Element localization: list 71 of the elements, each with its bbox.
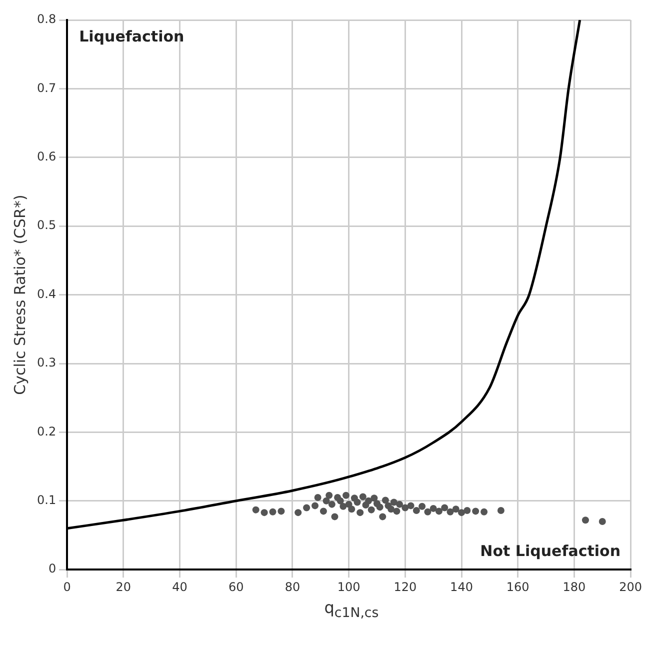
y-tick-label: 0.4 <box>36 286 56 301</box>
x-tick-label: 160 <box>506 580 530 594</box>
y-tick-label: 0.7 <box>36 80 56 95</box>
point <box>382 496 389 504</box>
point <box>370 494 378 502</box>
x-tick-label: 200 <box>619 580 642 594</box>
point <box>348 506 356 513</box>
point <box>379 513 386 520</box>
point <box>407 502 414 510</box>
point <box>464 507 471 514</box>
point <box>452 506 460 513</box>
point <box>252 506 260 514</box>
x-axis-title: q$_{c1N,cs}$ <box>323 598 380 622</box>
point <box>458 509 466 516</box>
point <box>269 508 276 516</box>
x-tick-label: 180 <box>562 580 586 594</box>
point <box>598 518 606 526</box>
point <box>582 516 589 524</box>
y-tick-label: 0.1 <box>36 493 56 508</box>
x-tick-label: 40 <box>172 580 188 594</box>
point <box>446 508 454 516</box>
point <box>388 506 395 513</box>
point <box>336 497 344 504</box>
point <box>497 507 504 514</box>
point <box>368 506 375 514</box>
x-tick-label: 100 <box>337 580 360 594</box>
y-tick-label: 0 <box>48 562 56 576</box>
point <box>260 509 268 516</box>
point <box>354 498 361 506</box>
point <box>365 497 372 504</box>
annotation: Not Liquefaction <box>480 542 621 560</box>
point <box>396 500 404 508</box>
y-tick-label: 0.2 <box>36 424 56 438</box>
x-tick-label: 140 <box>450 580 473 594</box>
point <box>328 500 336 508</box>
point <box>412 507 420 514</box>
y-tick-label: 0.6 <box>36 150 56 164</box>
point <box>312 502 319 510</box>
y-tick-label: 0.5 <box>36 218 56 232</box>
annotation: Liquefaction <box>79 27 184 46</box>
point <box>326 492 333 499</box>
point <box>441 504 448 512</box>
x-tick-label: 20 <box>116 580 132 594</box>
point <box>359 493 366 500</box>
x-tick-label: 0 <box>63 580 71 594</box>
point <box>472 508 480 515</box>
point <box>418 502 426 510</box>
point <box>294 509 302 516</box>
point <box>303 504 310 512</box>
y-axis-title: Cyclic Stress Ratio* (CSR*) <box>10 194 29 395</box>
point <box>314 494 322 501</box>
x-tick-label: 80 <box>284 580 300 594</box>
point <box>320 508 327 515</box>
point <box>376 504 384 511</box>
point <box>331 513 338 520</box>
point <box>356 509 364 516</box>
point <box>322 497 330 504</box>
point <box>402 504 409 512</box>
point <box>480 508 488 516</box>
point <box>424 508 432 516</box>
point <box>342 492 350 499</box>
point <box>340 502 347 510</box>
point <box>430 504 437 512</box>
point <box>278 508 285 515</box>
point <box>390 498 398 506</box>
point <box>393 508 400 515</box>
y-tick-label: 0.3 <box>36 356 56 370</box>
y-tick-label: 0.8 <box>36 12 56 26</box>
point <box>435 508 442 515</box>
x-tick-label: 60 <box>228 580 244 594</box>
x-tick-label: 120 <box>394 580 417 594</box>
